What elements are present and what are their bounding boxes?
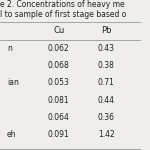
- Text: ian: ian: [7, 78, 19, 87]
- Text: 0.44: 0.44: [98, 96, 115, 105]
- Text: l to sample of first stage based o: l to sample of first stage based o: [0, 10, 126, 19]
- Text: 0.081: 0.081: [48, 96, 70, 105]
- Text: e 2. Concentrations of heavy me: e 2. Concentrations of heavy me: [0, 0, 125, 9]
- Text: 0.36: 0.36: [98, 113, 115, 122]
- Text: 0.068: 0.068: [48, 61, 70, 70]
- Text: 0.053: 0.053: [48, 78, 70, 87]
- Text: 0.062: 0.062: [48, 44, 70, 53]
- Text: 0.43: 0.43: [98, 44, 115, 53]
- Text: Pb: Pb: [101, 26, 112, 35]
- Text: 0.091: 0.091: [48, 130, 70, 139]
- Text: 1.42: 1.42: [98, 130, 115, 139]
- Text: eh: eh: [7, 130, 16, 139]
- Text: 0.71: 0.71: [98, 78, 115, 87]
- Text: Cu: Cu: [53, 26, 64, 35]
- Text: n: n: [7, 44, 12, 53]
- Text: 0.38: 0.38: [98, 61, 115, 70]
- Text: 0.064: 0.064: [48, 113, 70, 122]
